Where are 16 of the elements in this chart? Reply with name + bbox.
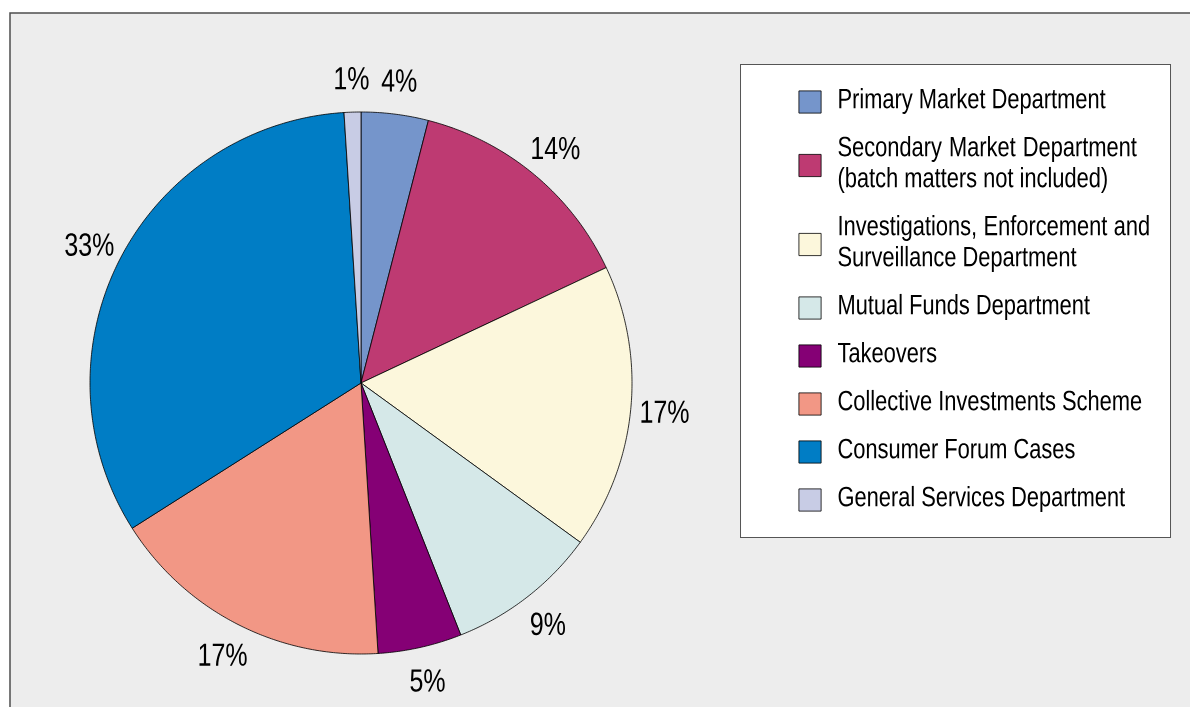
legend-label: General Services Department — [838, 485, 1125, 512]
data-label: 4% — [381, 69, 417, 92]
data-label: 17% — [641, 400, 689, 423]
legend-label: Secondary Market Department (batch matters not included) — [838, 135, 1137, 193]
legend-label: Takeovers — [838, 341, 937, 363]
data-label: 9% — [531, 612, 566, 636]
legend-label: Mutual Funds Department — [839, 293, 1090, 320]
legend-label: Primary Market Department — [839, 87, 1106, 114]
legend-label: Collective Investments Scheme — [838, 389, 1142, 411]
data-label: 1% — [335, 67, 369, 90]
data-label: 14% — [532, 136, 580, 160]
legend-label: Investigations, Enforcement and Surveillance Department — [838, 214, 1149, 272]
data-label: 33% — [65, 233, 114, 256]
legend-label: Consumer Forum Cases — [838, 438, 1075, 459]
data-label: 5% — [410, 669, 445, 692]
data-label: 17% — [199, 643, 247, 666]
